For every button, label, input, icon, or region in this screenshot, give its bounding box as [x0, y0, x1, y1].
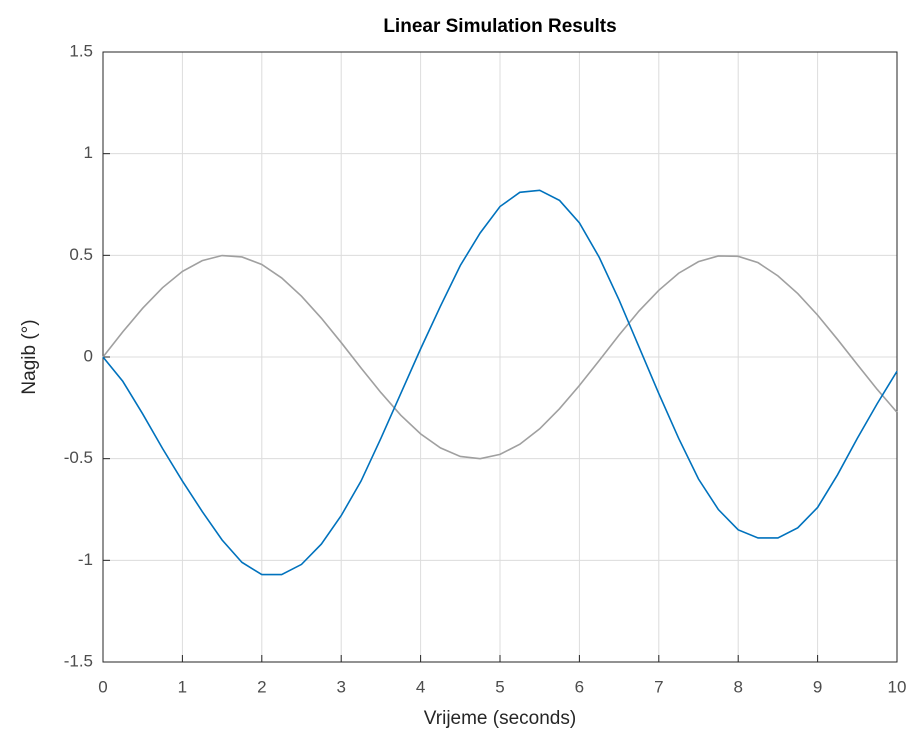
series-line: [102, 254, 898, 460]
x-tick-label: 10: [888, 677, 907, 696]
x-tick-label: 6: [575, 677, 584, 696]
y-tick-label: 1: [84, 143, 93, 162]
chart-title: Linear Simulation Results: [383, 16, 616, 37]
x-axis-label: Vrijeme (seconds): [424, 708, 576, 729]
y-axis-label: Nagib (°): [19, 319, 40, 394]
y-tick-label: -1: [78, 550, 93, 569]
y-tick-label: 1.5: [69, 41, 93, 60]
x-tick-label: 0: [98, 677, 107, 696]
x-tick-label: 3: [336, 677, 345, 696]
x-tick-label: 2: [257, 677, 266, 696]
y-tick-label: 0.5: [69, 245, 93, 264]
y-tick-label: -0.5: [64, 448, 93, 467]
y-tick-label: -1.5: [64, 651, 93, 670]
x-tick-label: 1: [178, 677, 187, 696]
x-tick-label: 8: [733, 677, 742, 696]
x-tick-label: 9: [813, 677, 822, 696]
x-tick-label: 7: [654, 677, 663, 696]
y-tick-label: 0: [84, 346, 93, 365]
series-line: [102, 189, 898, 576]
x-tick-label: 4: [416, 677, 425, 696]
x-tick-label: 5: [495, 677, 504, 696]
